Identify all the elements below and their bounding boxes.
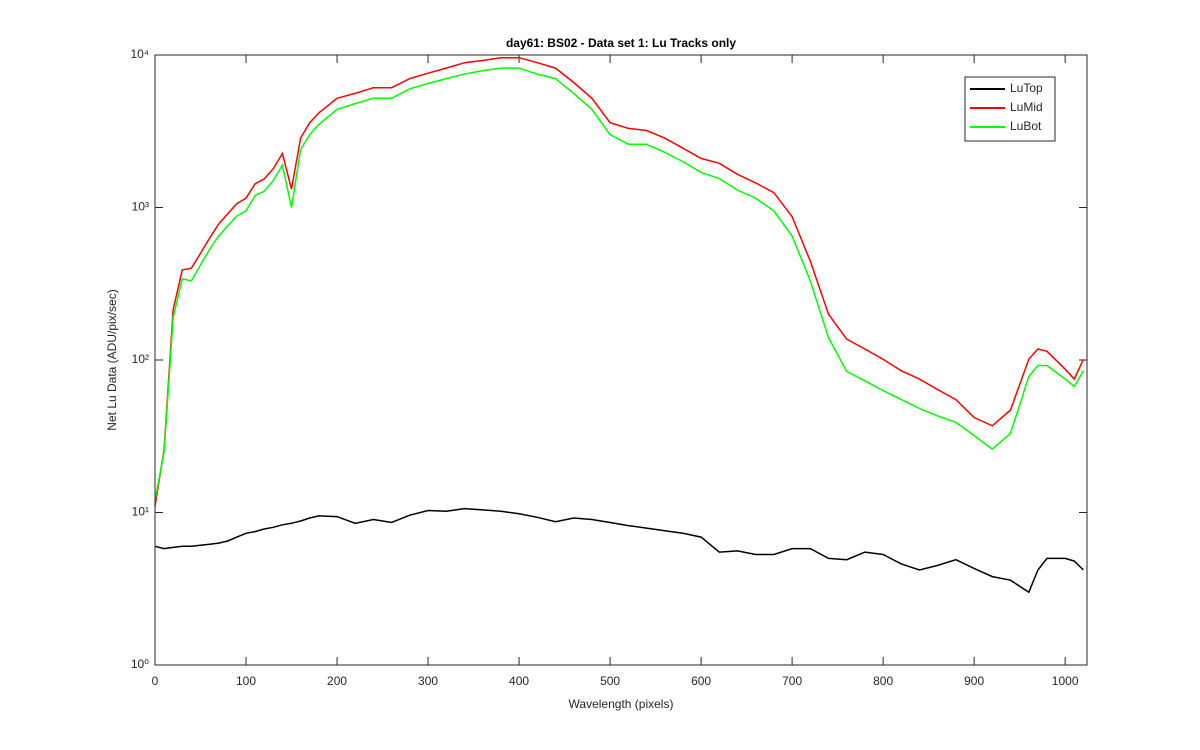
plot-area xyxy=(155,55,1087,665)
axes-box xyxy=(154,54,1088,666)
x-tick-label: 400 xyxy=(509,674,529,688)
x-tick-label: 900 xyxy=(964,674,984,688)
x-tick-label: 200 xyxy=(327,674,347,688)
legend-label: LuBot xyxy=(1010,119,1042,133)
x-axis-label: Wavelength (pixels) xyxy=(569,697,674,711)
x-tick-label: 700 xyxy=(782,674,802,688)
x-tick-label: 500 xyxy=(600,674,620,688)
x-tick-label: 0 xyxy=(152,674,159,688)
x-tick-label: 300 xyxy=(418,674,438,688)
y-tick-label: 10³ xyxy=(132,200,149,214)
chart-title: day61: BS02 - Data set 1: Lu Tracks only xyxy=(506,36,736,50)
x-tick-label: 800 xyxy=(873,674,893,688)
y-tick-label: 10⁴ xyxy=(130,47,149,61)
x-tick-label: 1000 xyxy=(1052,674,1079,688)
y-axis-label: Net Lu Data (ADU/pix/sec) xyxy=(105,289,119,430)
y-tick-label: 10¹ xyxy=(132,505,149,519)
series-line xyxy=(154,507,1084,594)
legend-label: LuTop xyxy=(1010,81,1043,95)
series-line xyxy=(154,67,1085,501)
y-tick-label: 10⁰ xyxy=(131,657,149,671)
series-line xyxy=(154,56,1085,507)
legend-label: LuMid xyxy=(1010,100,1043,114)
x-tick-label: 600 xyxy=(691,674,711,688)
x-tick-label: 100 xyxy=(236,674,256,688)
y-tick-label: 10² xyxy=(132,352,149,366)
